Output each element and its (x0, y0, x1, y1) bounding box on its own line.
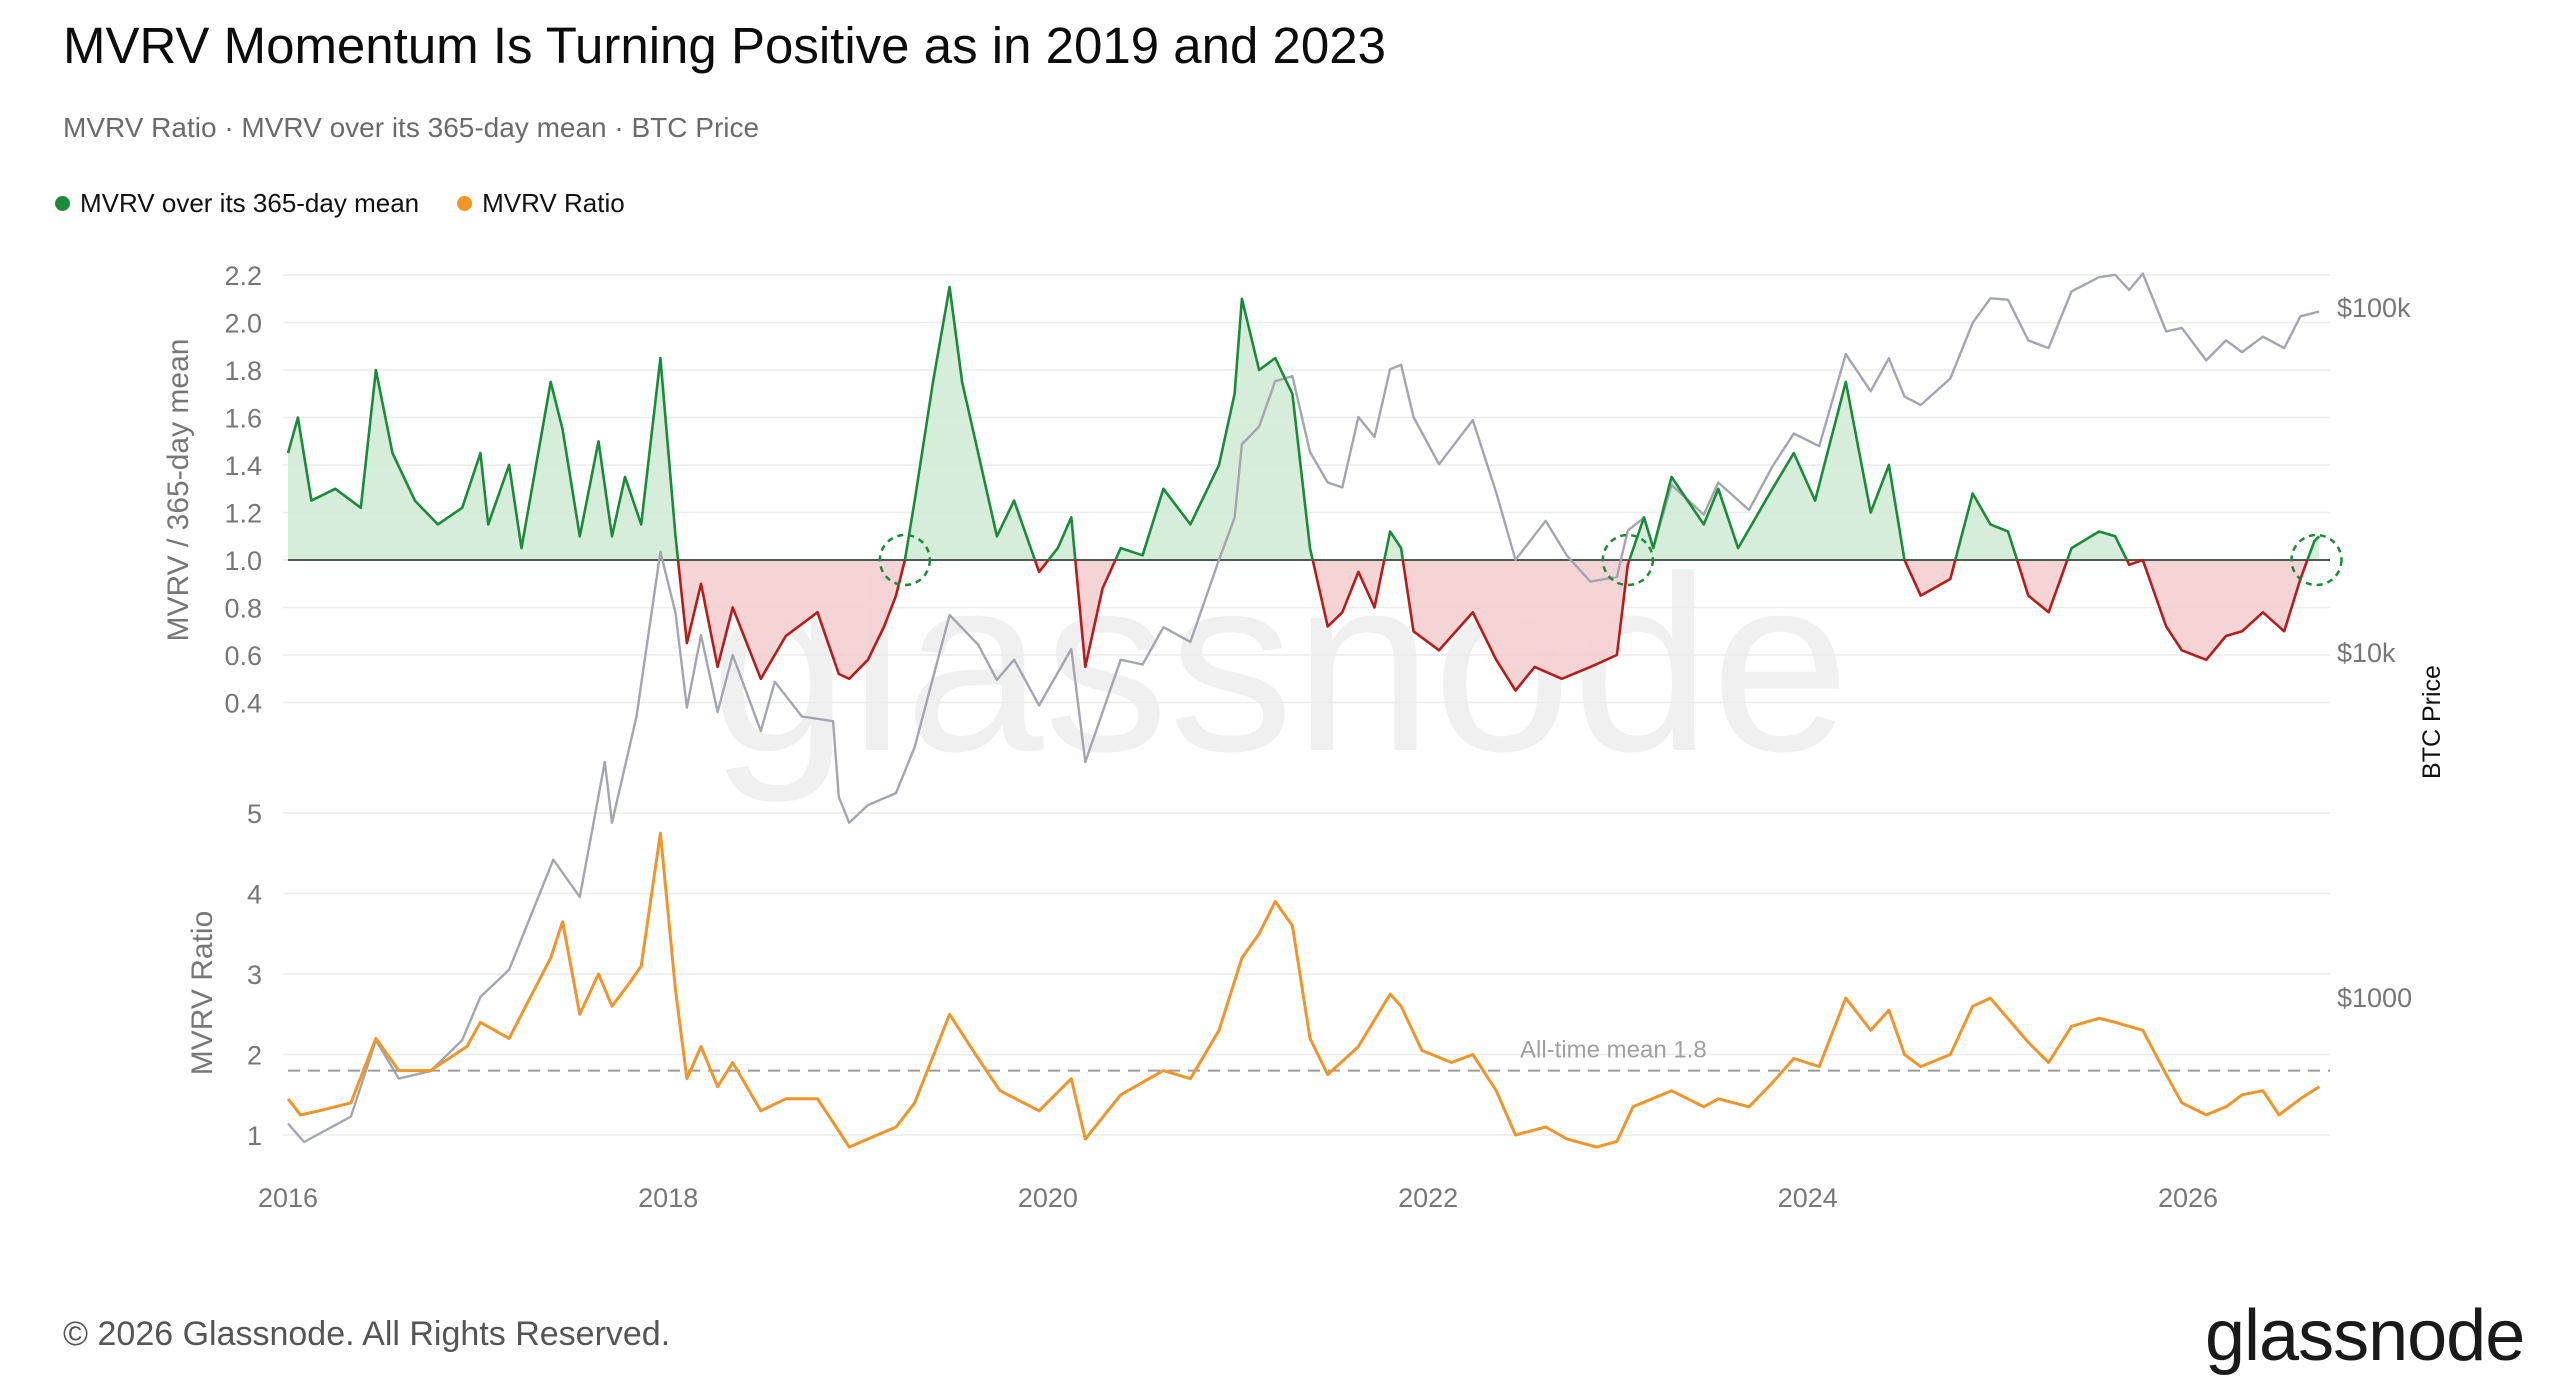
x-tick-label: 2016 (258, 1183, 318, 1213)
footer-copyright: © 2026 Glassnode. All Rights Reserved. (63, 1315, 671, 1353)
price-tick-label: $10k (2337, 638, 2396, 668)
y-tick-label: 1.6 (224, 404, 262, 434)
momentum-line-positive (1628, 380, 1906, 561)
chart-subtitle: MVRV Ratio · MVRV over its 365-day mean … (63, 112, 760, 143)
momentum-line-negative (1311, 559, 1386, 628)
legend: MVRV over its 365-day mean MVRV Ratio (55, 188, 625, 219)
x-tick-label: 2026 (2158, 1183, 2218, 1213)
highlight-circle (1601, 533, 1655, 587)
y-tick-label: 2 (247, 1041, 262, 1071)
legend-label: MVRV over its 365-day mean (80, 188, 420, 218)
negative-area (2142, 560, 2308, 660)
y-tick-label: 1.4 (224, 451, 262, 481)
y-tick-label: 1.8 (224, 356, 262, 386)
y-tick-label: 0.4 (224, 689, 262, 719)
momentum-line-negative (1074, 559, 1117, 669)
y-axis-title: BTC Price (2418, 665, 2446, 779)
negative-area (1402, 560, 1630, 691)
momentum-line-negative (2125, 558, 2144, 567)
momentum-line-positive (286, 356, 680, 561)
positive-area (1115, 298, 1313, 560)
legend-item-momentum[interactable]: MVRV over its 365-day mean (55, 188, 419, 219)
y-tick-label: 3 (247, 960, 262, 990)
y-tick-label: 1.0 (224, 546, 262, 576)
momentum-line-negative (2141, 559, 2309, 662)
y-tick-label: 2.2 (224, 261, 262, 291)
positive-area (2067, 531, 2127, 560)
momentum-line-negative (1033, 559, 1050, 574)
momentum-line-negative (676, 559, 907, 681)
legend-label: MVRV Ratio (482, 188, 625, 218)
y-axis-title: MVRV Ratio (186, 911, 219, 1076)
momentum-line-positive (1954, 492, 2019, 561)
negative-area (1075, 560, 1116, 667)
momentum-line-positive (2306, 535, 2321, 561)
legend-dot-icon (55, 196, 70, 211)
highlight-circle (878, 533, 932, 587)
momentum-line-negative (1401, 559, 1631, 692)
y-tick-label: 4 (247, 880, 262, 910)
highlight-circle (2290, 533, 2343, 587)
y-tick-label: 0.6 (224, 641, 262, 671)
momentum-line-positive (903, 285, 1037, 561)
x-tick-label: 2024 (1778, 1183, 1838, 1213)
y-tick-label: 2.0 (224, 309, 262, 339)
mvrv-ratio-line (286, 831, 2320, 1149)
y-tick-label: 0.8 (224, 594, 262, 624)
negative-area (678, 560, 905, 679)
momentum-line-positive (2066, 530, 2129, 561)
legend-item-mvrv[interactable]: MVRV Ratio (457, 188, 625, 219)
momentum-line-positive (1114, 297, 1314, 561)
y-axis-title: MVRV / 365-day mean (162, 339, 195, 642)
momentum-line-negative (2015, 559, 2069, 614)
chart-title: MVRV Momentum Is Turning Positive as in … (63, 17, 1386, 74)
y-tick-label: 5 (247, 799, 262, 829)
momentum-line-negative (1903, 559, 1957, 597)
x-tick-label: 2022 (1398, 1183, 1458, 1213)
y-tick-label: 1.2 (224, 499, 262, 529)
positive-area (1955, 493, 2018, 560)
price-tick-label: $100k (2337, 293, 2411, 323)
positive-area (288, 358, 679, 560)
momentum-line-positive (1047, 515, 1077, 561)
x-tick-label: 2020 (1018, 1183, 1078, 1213)
negative-area (2017, 560, 2068, 613)
positive-area (904, 286, 1035, 560)
legend-dot-icon (457, 196, 473, 211)
momentum-line-positive (1383, 530, 1405, 561)
y-tick-label: 1 (247, 1121, 262, 1151)
btc-price-line (287, 272, 2320, 1144)
mean-line-label: All-time mean 1.8 (1520, 1037, 1707, 1064)
price-tick-label: $1000 (2337, 983, 2412, 1013)
positive-area (1048, 517, 1076, 560)
brand-logo: glassnode (2205, 1296, 2525, 1376)
positive-area (1629, 381, 1905, 560)
x-tick-label: 2018 (638, 1183, 698, 1213)
